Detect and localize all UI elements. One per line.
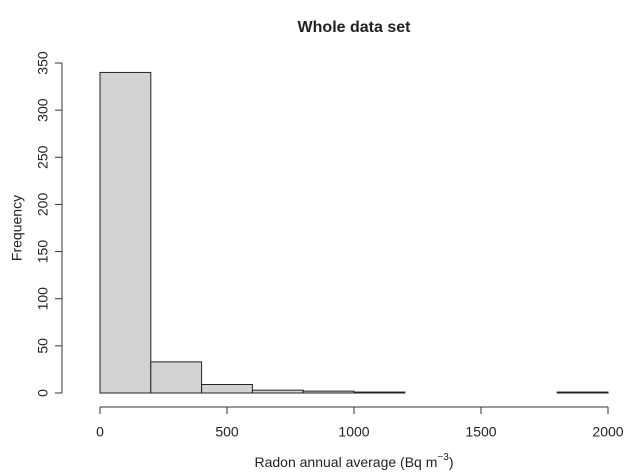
x-tick-label: 0	[96, 424, 104, 440]
x-axis-label: Radon annual average (Bq m−3)	[255, 452, 454, 470]
x-tick-label: 2000	[592, 424, 623, 440]
bar	[353, 391, 406, 394]
bar	[251, 389, 304, 394]
bar	[201, 384, 253, 394]
y-tick-label: 200	[35, 193, 51, 217]
x-tick-label: 1000	[338, 424, 369, 440]
y-tick-label: 0	[35, 389, 51, 397]
y-tick-label: 50	[35, 338, 51, 354]
y-tick-label: 250	[35, 145, 51, 169]
bar	[150, 361, 203, 394]
x-axis-label-superscript: −3	[437, 452, 449, 463]
bar	[556, 391, 609, 394]
chart-title: Whole data set	[298, 19, 412, 36]
bar	[99, 71, 152, 394]
x-axis-label-text: Radon annual average (Bq m	[255, 454, 438, 470]
x-tick-label: 1500	[465, 424, 496, 440]
x-axis-label-suffix: )	[449, 454, 454, 470]
y-tick-label: 100	[35, 287, 51, 311]
bar	[302, 390, 355, 394]
x-tick-label: 500	[215, 424, 239, 440]
y-tick-label: 150	[35, 240, 51, 264]
y-tick-label: 350	[35, 51, 51, 75]
y-tick-label: 300	[35, 98, 51, 122]
y-axis-label: Frequency	[9, 195, 25, 261]
